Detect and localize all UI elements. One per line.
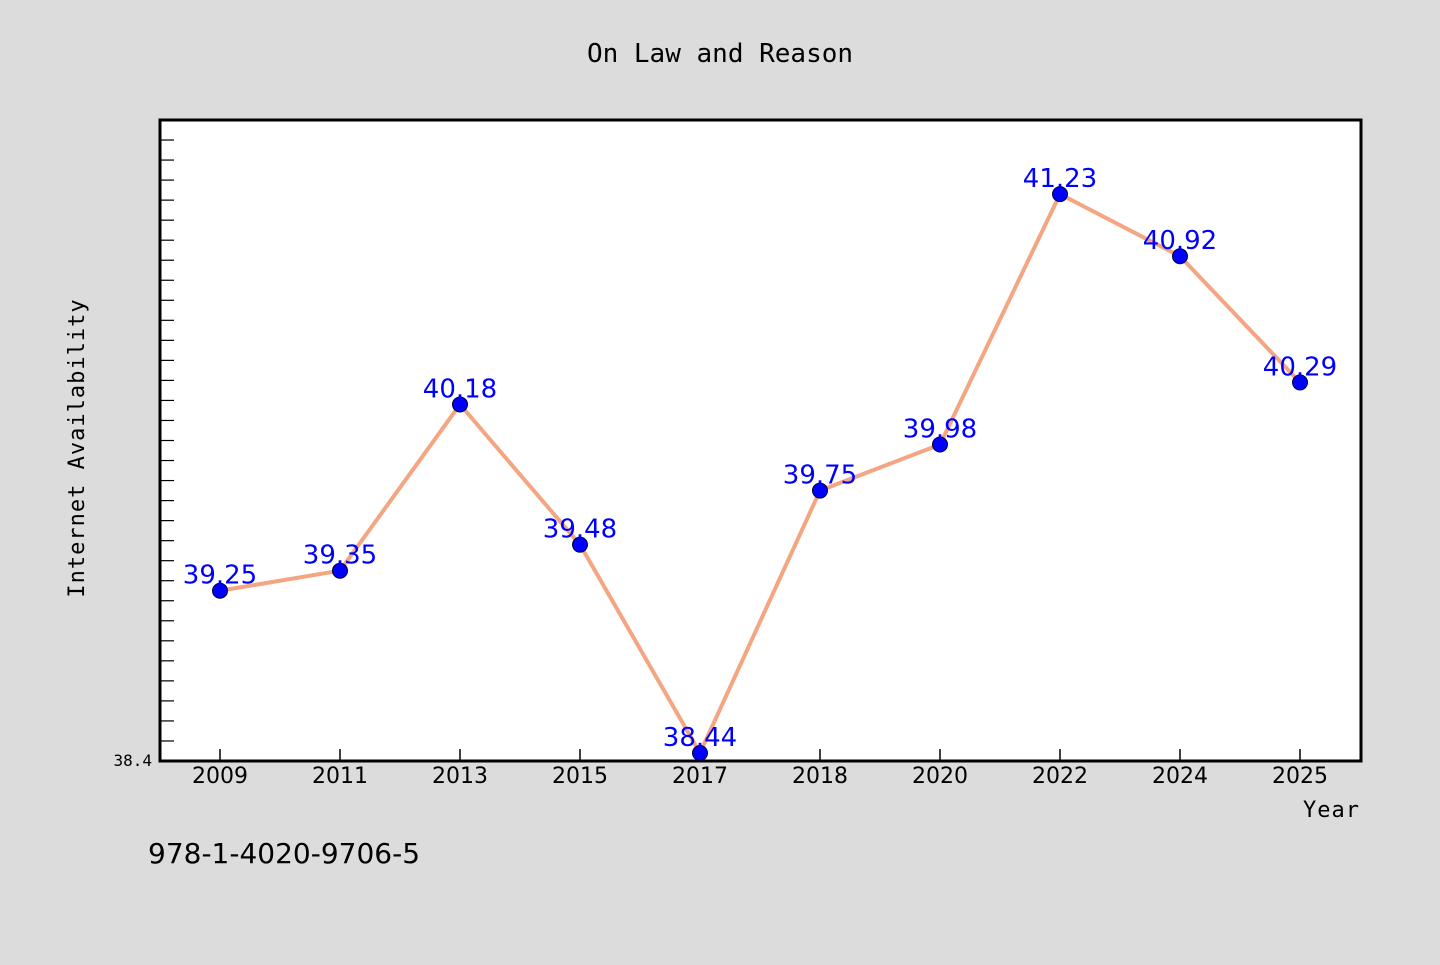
data-point bbox=[1172, 248, 1188, 265]
data-point bbox=[932, 436, 948, 453]
x-tick-label: 2018 bbox=[792, 764, 848, 789]
data-markers bbox=[212, 186, 1308, 761]
plot-area bbox=[158, 118, 1363, 763]
series-line bbox=[219, 192, 1302, 755]
y-tick-label: 38.4 bbox=[113, 751, 152, 770]
x-tick-label: 2017 bbox=[672, 764, 728, 789]
data-label: 39.25 bbox=[183, 561, 257, 591]
data-point bbox=[572, 536, 588, 553]
y-axis-tick-labels: 38.4 bbox=[113, 751, 152, 770]
data-label: 39.35 bbox=[303, 541, 377, 571]
x-tick-label: 2013 bbox=[432, 764, 488, 789]
data-point bbox=[1292, 374, 1308, 391]
data-label: 39.48 bbox=[543, 515, 617, 545]
footer-isbn: 978-1-4020-9706-5 bbox=[148, 837, 420, 870]
data-point bbox=[452, 396, 468, 413]
x-tick-label: 2022 bbox=[1032, 764, 1088, 789]
y-axis-ticks bbox=[160, 139, 174, 742]
data-label: 41.23 bbox=[1023, 164, 1097, 194]
data-label: 39.75 bbox=[783, 461, 857, 491]
x-tick-label: 2011 bbox=[312, 764, 368, 789]
y-axis-label: Internet Availability bbox=[65, 298, 90, 597]
x-axis-label: Year bbox=[1303, 798, 1360, 823]
data-point bbox=[332, 562, 348, 579]
x-tick-label: 2025 bbox=[1272, 764, 1328, 789]
data-label: 40.92 bbox=[1143, 226, 1217, 256]
data-label: 40.29 bbox=[1263, 352, 1337, 382]
x-tick-label: 2020 bbox=[912, 764, 968, 789]
data-point bbox=[1052, 186, 1068, 203]
data-point bbox=[812, 482, 828, 499]
data-label: 38.44 bbox=[663, 723, 737, 753]
x-axis-tick-labels: 2009 2011 2013 2015 2017 2018 2020 2022 2024 2025 bbox=[192, 764, 1328, 789]
x-tick-label: 2009 bbox=[192, 764, 248, 789]
data-label: 40.18 bbox=[423, 374, 497, 404]
chart-title: On Law and Reason bbox=[587, 39, 853, 69]
data-label: 39.98 bbox=[903, 415, 977, 445]
data-point bbox=[692, 744, 708, 761]
x-tick-label: 2015 bbox=[552, 764, 608, 789]
data-point bbox=[212, 582, 228, 599]
data-labels: 39.25 39.35 40.18 39.48 38.44 39.75 39.98 41.23… bbox=[183, 164, 1337, 753]
x-tick-label: 2024 bbox=[1152, 764, 1208, 789]
